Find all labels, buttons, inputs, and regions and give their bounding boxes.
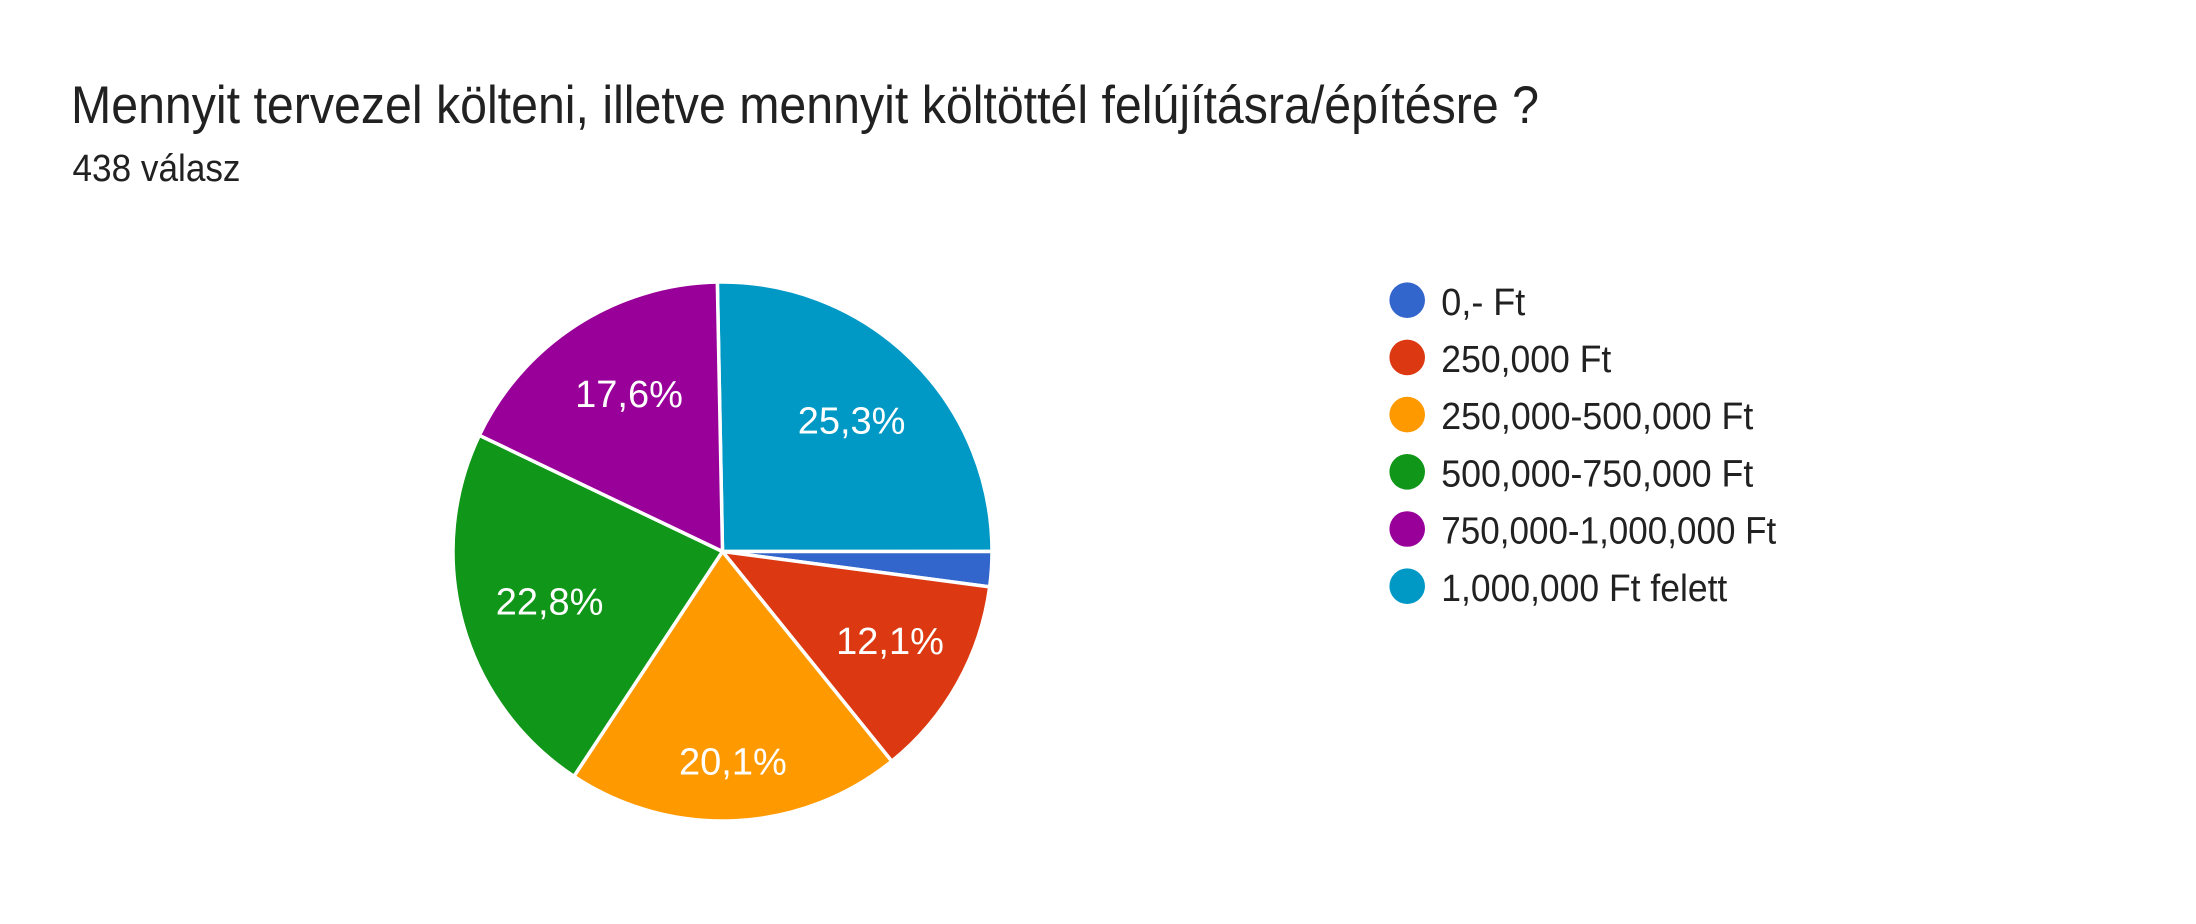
- svg-text:17,6%: 17,6%: [575, 374, 683, 416]
- svg-text:12,1%: 12,1%: [836, 621, 944, 663]
- svg-text:250,000 Ft: 250,000 Ft: [1441, 339, 1611, 381]
- svg-text:1,000,000 Ft felett: 1,000,000 Ft felett: [1441, 568, 1727, 610]
- svg-text:22,8%: 22,8%: [496, 582, 604, 624]
- svg-text:0,- Ft: 0,- Ft: [1441, 282, 1525, 324]
- svg-text:500,000-750,000 Ft: 500,000-750,000 Ft: [1441, 453, 1753, 495]
- svg-text:25,3%: 25,3%: [798, 400, 906, 442]
- svg-text:750,000-1,000,000 Ft: 750,000-1,000,000 Ft: [1441, 511, 1776, 553]
- svg-text:438 válasz: 438 válasz: [73, 148, 241, 190]
- svg-text:20,1%: 20,1%: [679, 742, 787, 784]
- svg-text:250,000-500,000 Ft: 250,000-500,000 Ft: [1441, 396, 1753, 438]
- svg-text:Mennyit tervezel költeni, ille: Mennyit tervezel költeni, illetve mennyi…: [71, 76, 1539, 135]
